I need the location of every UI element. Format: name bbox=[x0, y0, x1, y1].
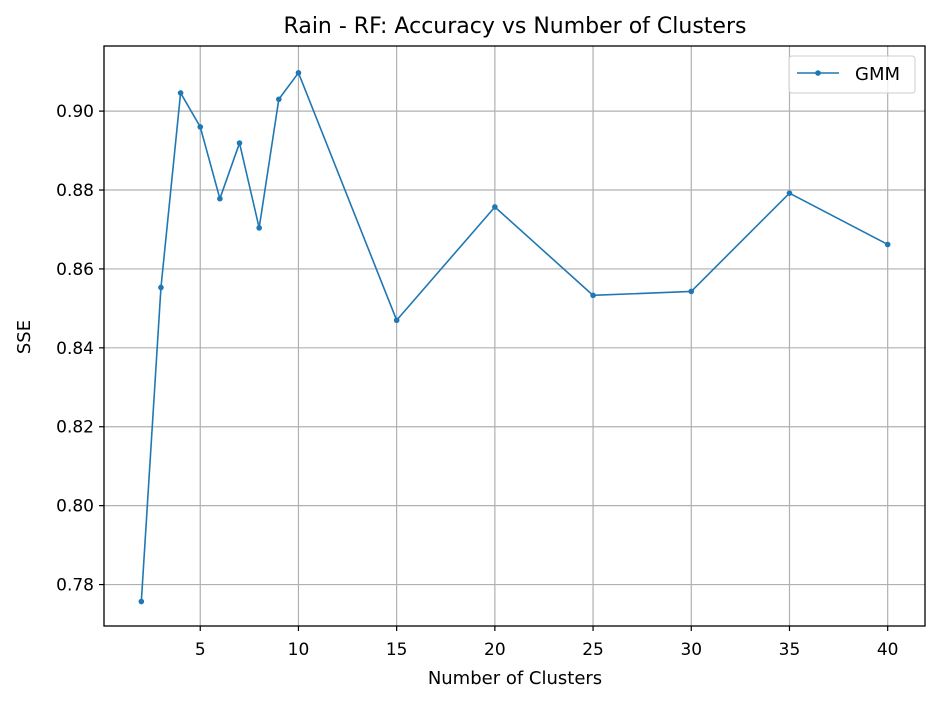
y-tick-label: 0.86 bbox=[56, 260, 94, 280]
x-tick-label: 15 bbox=[386, 640, 408, 660]
data-point bbox=[393, 317, 400, 324]
data-point bbox=[884, 241, 891, 248]
data-point bbox=[276, 96, 282, 103]
y-axis-label: SSE bbox=[14, 320, 35, 354]
x-tick-label: 35 bbox=[779, 640, 801, 660]
plot-frame bbox=[103, 45, 926, 627]
y-tick-label: 0.90 bbox=[56, 102, 94, 122]
data-point bbox=[177, 90, 184, 96]
chart-title: Rain - RF: Accuracy vs Number of Cluster… bbox=[284, 14, 747, 39]
legend-marker-swatch bbox=[815, 70, 821, 76]
data-point bbox=[295, 70, 302, 76]
legend-box bbox=[788, 55, 916, 94]
axis-ticks: 5 10 15 20 25 30 35 40 0.78 0.80 0.82 0.84 0.86 0.88 0… bbox=[56, 102, 898, 660]
legend: GMM bbox=[788, 55, 916, 94]
y-tick-label: 0.88 bbox=[56, 181, 94, 201]
x-tick-label: 30 bbox=[680, 640, 702, 660]
data-point bbox=[158, 284, 164, 291]
series-layer bbox=[138, 70, 891, 605]
data-point bbox=[492, 204, 498, 210]
y-tick-label: 0.80 bbox=[56, 497, 94, 517]
grid-lines bbox=[104, 46, 925, 626]
data-point bbox=[138, 598, 145, 605]
x-tick-label: 5 bbox=[195, 640, 206, 660]
x-tick-label: 40 bbox=[877, 640, 899, 660]
legend-label-gmm: GMM bbox=[855, 64, 900, 85]
data-point bbox=[786, 190, 793, 196]
y-tick-label: 0.84 bbox=[56, 339, 94, 359]
y-tick-label: 0.78 bbox=[56, 576, 94, 596]
data-point bbox=[590, 292, 596, 299]
x-axis-label: Number of Clusters bbox=[428, 668, 602, 689]
data-point bbox=[197, 124, 204, 130]
data-point bbox=[217, 195, 223, 202]
x-tick-label: 20 bbox=[484, 640, 506, 660]
data-point bbox=[236, 140, 243, 146]
x-tick-label: 10 bbox=[288, 640, 310, 660]
y-tick-label: 0.82 bbox=[56, 418, 94, 438]
data-point bbox=[688, 288, 695, 295]
x-tick-label: 25 bbox=[582, 640, 604, 660]
data-point bbox=[256, 225, 262, 231]
